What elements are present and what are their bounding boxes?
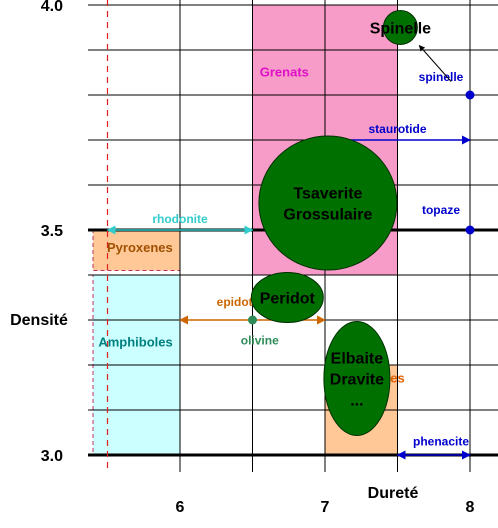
mineral-label-2: olivine (241, 333, 279, 347)
y-axis-label: Densité (10, 312, 68, 329)
gem-bubble-2 (250, 272, 324, 323)
gems-layer: Spinelle Tsaverite Grossulaire Peridot Elbai… (250, 10, 431, 436)
mineral-label-1: topaze (422, 203, 460, 217)
mineral-point-2 (248, 315, 257, 325)
ticks-layer: 6 7 8 3.0 3.5 4.0 (41, 0, 475, 516)
region-label-1: Pyroxenes (107, 240, 173, 255)
gem-label-3: Elbaite Dravite... (330, 351, 384, 410)
y-tick-label: 4.0 (41, 0, 63, 15)
x-axis-label: Dureté (368, 485, 419, 502)
gem-bubble-0 (382, 10, 418, 45)
region-label-0: Grenats (260, 65, 309, 80)
ranges-layer: staurotide rhodonite epidote phenacite (106, 122, 471, 460)
gem-bubble-1 (258, 135, 398, 271)
x-tick-label: 6 (176, 499, 185, 516)
range-label-1: rhodonite (152, 212, 208, 226)
x-tick-label: 7 (321, 499, 330, 516)
gem-bubble-3 (323, 321, 391, 436)
gem-label-2: Peridot (260, 291, 316, 308)
range-label-0: staurotide (368, 122, 426, 136)
x-tick-label: 8 (466, 499, 475, 516)
y-tick-label: 3.0 (41, 448, 63, 465)
mineral-label-0: spinelle (419, 70, 464, 84)
range-label-3: phenacite (413, 435, 469, 449)
mineral-point-0 (465, 90, 475, 100)
y-tick-label: 3.5 (41, 223, 63, 240)
minerals-layer: spinelle topaze olivine (241, 45, 475, 347)
region-label-2: Amphiboles (98, 335, 172, 350)
spinelle-pointer (418, 45, 452, 82)
mineral-point-1 (465, 225, 475, 235)
gem-label-0: Spinelle (370, 21, 431, 38)
gem-label-1: Tsaverite Grossulaire (283, 186, 372, 224)
range-label-2: epidote (217, 295, 260, 309)
